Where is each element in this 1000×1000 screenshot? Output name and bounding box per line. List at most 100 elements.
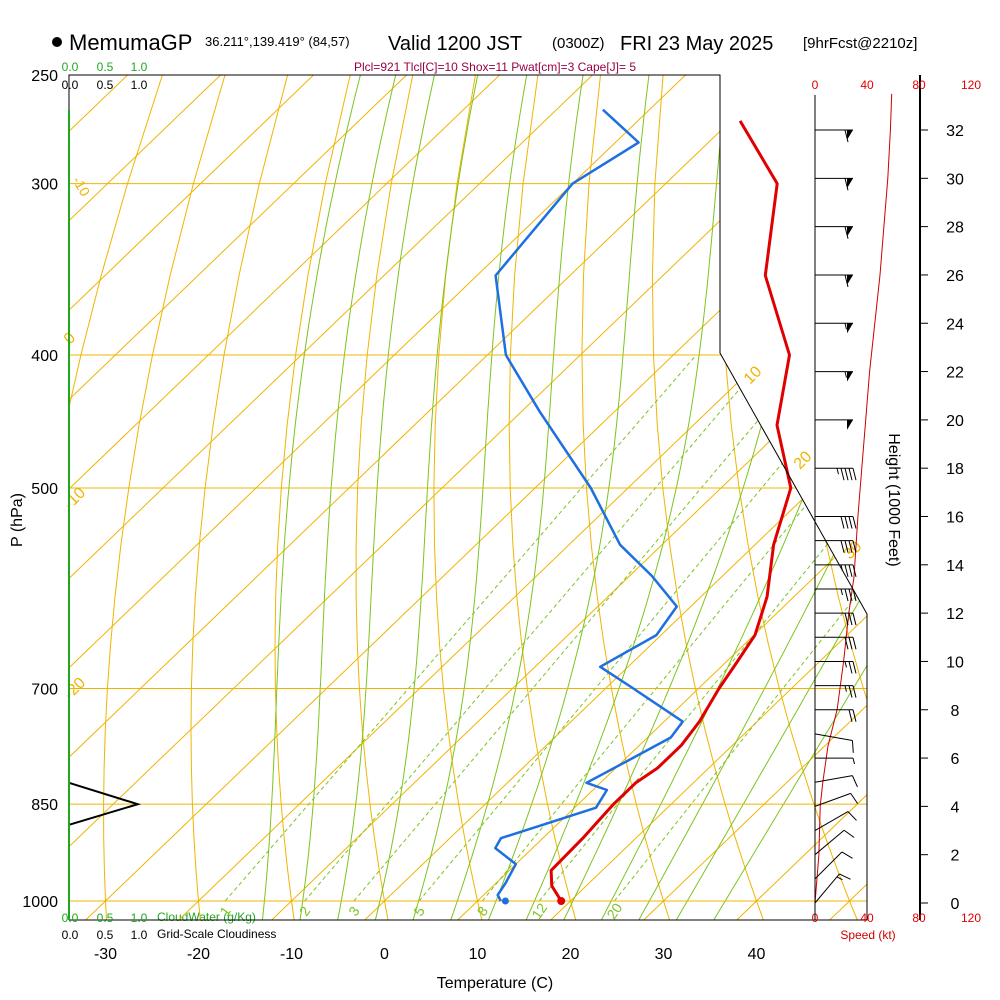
wind-barb-full bbox=[852, 709, 857, 722]
wind-barb-full bbox=[840, 516, 845, 529]
isotherm-line bbox=[418, 75, 867, 920]
wind-barb-full bbox=[852, 685, 857, 698]
isotherm-line bbox=[69, 75, 867, 920]
surface-temperature-dot bbox=[557, 897, 566, 905]
wind-barb bbox=[815, 540, 857, 553]
forecast-info: [9hrFcst@2210z] bbox=[803, 35, 917, 52]
mixing-ratio-label: 12 bbox=[528, 900, 550, 922]
moist-adiabat bbox=[484, 75, 670, 920]
height-tick-label: 22 bbox=[946, 365, 964, 382]
height-tick-label: 6 bbox=[951, 751, 960, 768]
isotherm-line bbox=[69, 75, 639, 920]
speed-tick-top: 0 bbox=[812, 78, 819, 92]
wind-speed-profile bbox=[814, 93, 893, 904]
moist-adiabat bbox=[707, 75, 867, 920]
valid-time: Valid 1200 JST bbox=[388, 33, 522, 55]
wind-barb bbox=[815, 322, 853, 334]
wind-barb bbox=[815, 226, 853, 239]
speed-tick-bottom: 120 bbox=[961, 911, 981, 925]
wind-barb-full bbox=[844, 588, 849, 602]
isotherm-line bbox=[69, 75, 360, 920]
isotherm-line bbox=[69, 75, 825, 920]
pressure-tick-label: 300 bbox=[31, 177, 58, 194]
isotherm-label: -20 bbox=[61, 674, 89, 702]
clipped-grid bbox=[69, 75, 867, 920]
moist-adiabat bbox=[632, 75, 867, 920]
utc-time: (0300Z) bbox=[552, 35, 605, 52]
height-tick-label: 10 bbox=[946, 654, 964, 671]
speed-tick-bottom: 40 bbox=[860, 911, 874, 925]
dry-adiabat bbox=[433, 75, 492, 920]
wind-barb bbox=[814, 829, 855, 856]
isotherm-line bbox=[69, 75, 267, 920]
height-tick-label: 8 bbox=[951, 703, 960, 720]
cloudiness-tick: 1.0 bbox=[131, 928, 148, 942]
site-coords: 36.211°,139.419° (84,57) bbox=[205, 34, 350, 49]
y-axis-title: P (hPa) bbox=[9, 493, 26, 547]
wind-barb-staff bbox=[814, 775, 853, 783]
wind-barb-full bbox=[844, 129, 849, 143]
dry-adiabat bbox=[651, 75, 768, 920]
wind-barb-staff bbox=[814, 851, 843, 880]
dewpoint-profile bbox=[494, 108, 684, 902]
speed-tick-top: 40 bbox=[860, 78, 874, 92]
wind-barb-half bbox=[844, 323, 847, 330]
isotherm-label: 10 bbox=[741, 363, 766, 388]
wind-barb bbox=[815, 685, 857, 698]
wind-barb-staff bbox=[814, 811, 849, 831]
profile-layer bbox=[68, 93, 893, 905]
mixing-ratio-label: 5 bbox=[410, 903, 428, 919]
wind-barb-full bbox=[848, 709, 853, 722]
height-tick-label: 4 bbox=[951, 799, 960, 816]
wind-barb-full bbox=[844, 274, 849, 288]
wind-barb bbox=[815, 274, 853, 288]
mixing-ratio-line bbox=[304, 354, 769, 902]
wind-barb bbox=[814, 775, 858, 788]
isotherm-line bbox=[69, 75, 174, 920]
wind-barb-half bbox=[844, 371, 847, 378]
wind-barb-half bbox=[852, 757, 855, 765]
isotherm-line bbox=[604, 75, 867, 920]
wind-barb-full bbox=[839, 873, 851, 880]
wind-barb bbox=[815, 371, 853, 382]
height-tick-label: 16 bbox=[946, 510, 964, 527]
pressure-tick-label: 700 bbox=[31, 681, 58, 698]
dry-adiabat bbox=[786, 75, 867, 920]
cloudiness-tick: 0.0 bbox=[62, 928, 79, 942]
dry-adiabat bbox=[274, 75, 371, 920]
wind-barb-full bbox=[841, 851, 853, 859]
height-tick-label: 24 bbox=[946, 316, 964, 333]
wind-barb-pennant bbox=[847, 226, 853, 237]
wind-barb-full bbox=[851, 740, 854, 753]
pressure-tick-label: 1000 bbox=[22, 894, 58, 911]
cloudiness-label: Grid-Scale Cloudiness bbox=[157, 927, 276, 941]
temperature-profile bbox=[549, 120, 793, 902]
height-tick-label: 28 bbox=[946, 220, 964, 237]
moist-adiabat bbox=[298, 75, 432, 920]
wind-barb-pennant bbox=[847, 178, 853, 189]
wind-barb-pennant bbox=[847, 323, 853, 334]
wind-barb-full bbox=[848, 613, 853, 626]
cloud-water-tick: 0.5 bbox=[97, 60, 114, 74]
pressure-tick-label: 250 bbox=[31, 68, 58, 85]
wind-barb-full bbox=[852, 516, 857, 529]
pressure-tick-label: 500 bbox=[31, 481, 58, 498]
isotherm-line bbox=[232, 75, 867, 920]
wind-barb bbox=[814, 792, 859, 807]
pressure-tick-label: 400 bbox=[31, 348, 58, 365]
plot-frame bbox=[68, 74, 868, 921]
moist-adiabat bbox=[446, 75, 608, 920]
wind-barb-full bbox=[840, 540, 845, 553]
wind-barb bbox=[815, 636, 857, 650]
wind-barb-full bbox=[848, 661, 853, 674]
wind-barb-full bbox=[848, 516, 853, 529]
dry-adiabat bbox=[581, 75, 674, 920]
wind-barb bbox=[815, 588, 857, 602]
wind-barb-staff bbox=[814, 829, 845, 856]
cloudiness-tick: 1.0 bbox=[131, 78, 148, 92]
wind-barb-full bbox=[848, 540, 853, 553]
cloud-water-label: CloudWater (g/Kg) bbox=[157, 910, 256, 924]
wind-barb-pennant bbox=[847, 371, 853, 382]
height-tick-label: 30 bbox=[946, 171, 964, 188]
